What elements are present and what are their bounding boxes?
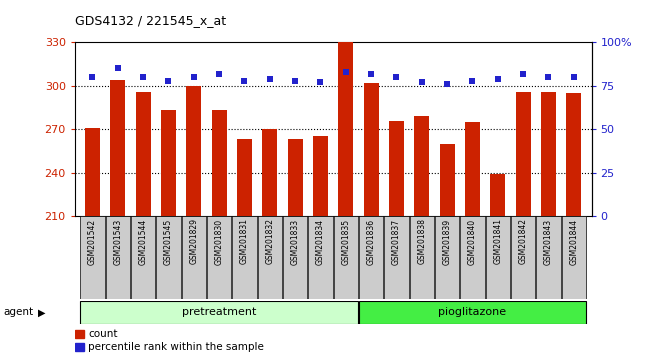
Bar xyxy=(111,80,125,216)
Text: pioglitazone: pioglitazone xyxy=(438,307,506,318)
Bar xyxy=(490,174,506,216)
Bar xyxy=(541,92,556,216)
Bar xyxy=(211,110,227,216)
Text: ▶: ▶ xyxy=(38,307,46,318)
FancyBboxPatch shape xyxy=(486,216,510,299)
Text: GDS4132 / 221545_x_at: GDS4132 / 221545_x_at xyxy=(75,14,226,27)
Text: GSM201832: GSM201832 xyxy=(265,218,274,264)
Text: GSM201838: GSM201838 xyxy=(417,218,426,264)
FancyBboxPatch shape xyxy=(562,216,586,299)
Point xyxy=(239,78,250,84)
Text: GSM201837: GSM201837 xyxy=(392,218,401,264)
FancyBboxPatch shape xyxy=(283,216,307,299)
Text: percentile rank within the sample: percentile rank within the sample xyxy=(88,342,264,352)
Bar xyxy=(75,343,84,351)
FancyBboxPatch shape xyxy=(359,301,586,324)
Point xyxy=(163,78,174,84)
Point xyxy=(442,81,452,87)
Text: GSM201835: GSM201835 xyxy=(341,218,350,264)
Text: GSM201836: GSM201836 xyxy=(367,218,376,264)
FancyBboxPatch shape xyxy=(410,216,434,299)
Text: GSM201834: GSM201834 xyxy=(316,218,325,264)
Bar xyxy=(363,83,379,216)
Bar xyxy=(566,93,581,216)
Text: agent: agent xyxy=(3,307,33,318)
FancyBboxPatch shape xyxy=(81,216,105,299)
Point xyxy=(315,80,326,85)
Text: GSM201843: GSM201843 xyxy=(544,218,553,264)
Point xyxy=(543,74,554,80)
FancyBboxPatch shape xyxy=(131,216,155,299)
Bar xyxy=(161,110,176,216)
Point xyxy=(87,74,98,80)
Point xyxy=(493,76,503,82)
Point xyxy=(467,78,478,84)
Text: count: count xyxy=(88,329,118,339)
Text: GSM201839: GSM201839 xyxy=(443,218,452,264)
Bar xyxy=(465,122,480,216)
Point xyxy=(214,71,224,76)
Bar xyxy=(439,144,455,216)
Bar xyxy=(237,139,252,216)
Bar xyxy=(313,136,328,216)
FancyBboxPatch shape xyxy=(359,216,383,299)
Text: GSM201831: GSM201831 xyxy=(240,218,249,264)
Point xyxy=(569,74,579,80)
Point xyxy=(290,78,300,84)
FancyBboxPatch shape xyxy=(232,216,257,299)
Point xyxy=(366,71,376,76)
Point xyxy=(518,71,528,76)
Point xyxy=(417,80,427,85)
Bar xyxy=(262,129,278,216)
FancyBboxPatch shape xyxy=(384,216,409,299)
Bar xyxy=(338,42,354,216)
Point xyxy=(138,74,148,80)
Point xyxy=(265,76,275,82)
FancyBboxPatch shape xyxy=(156,216,181,299)
Text: GSM201844: GSM201844 xyxy=(569,218,578,264)
Text: GSM201542: GSM201542 xyxy=(88,218,97,264)
Bar xyxy=(75,330,84,338)
FancyBboxPatch shape xyxy=(207,216,231,299)
Bar xyxy=(186,86,202,216)
Text: GSM201829: GSM201829 xyxy=(189,218,198,264)
Text: GSM201830: GSM201830 xyxy=(214,218,224,264)
Text: GSM201833: GSM201833 xyxy=(291,218,300,264)
FancyBboxPatch shape xyxy=(106,216,130,299)
FancyBboxPatch shape xyxy=(333,216,358,299)
Bar xyxy=(85,128,100,216)
FancyBboxPatch shape xyxy=(511,216,535,299)
Bar xyxy=(414,116,430,216)
Text: pretreatment: pretreatment xyxy=(182,307,256,318)
Text: GSM201842: GSM201842 xyxy=(519,218,528,264)
Text: GSM201840: GSM201840 xyxy=(468,218,477,264)
Bar xyxy=(515,92,530,216)
Point xyxy=(112,66,123,72)
FancyBboxPatch shape xyxy=(257,216,282,299)
FancyBboxPatch shape xyxy=(460,216,485,299)
Bar xyxy=(136,92,151,216)
FancyBboxPatch shape xyxy=(181,216,206,299)
FancyBboxPatch shape xyxy=(81,301,358,324)
Text: GSM201841: GSM201841 xyxy=(493,218,502,264)
Point xyxy=(188,74,199,80)
Bar xyxy=(389,120,404,216)
Text: GSM201543: GSM201543 xyxy=(113,218,122,265)
FancyBboxPatch shape xyxy=(536,216,560,299)
Bar xyxy=(287,139,303,216)
FancyBboxPatch shape xyxy=(308,216,333,299)
Text: GSM201544: GSM201544 xyxy=(138,218,148,265)
Text: GSM201545: GSM201545 xyxy=(164,218,173,265)
FancyBboxPatch shape xyxy=(435,216,460,299)
Point xyxy=(341,69,351,75)
Point xyxy=(391,74,402,80)
